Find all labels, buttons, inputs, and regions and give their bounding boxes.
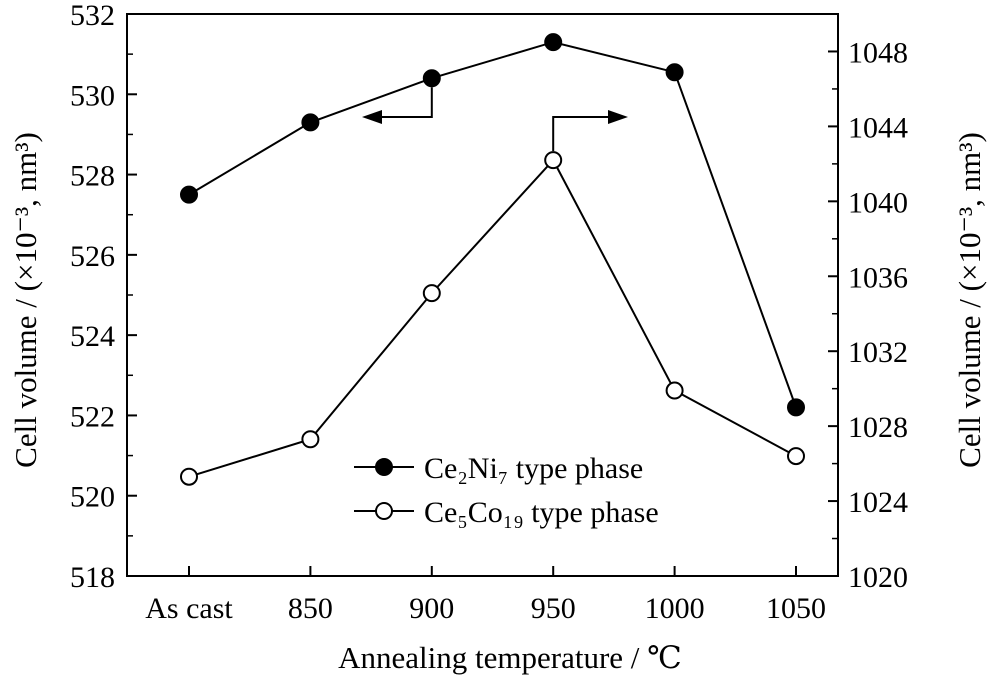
right-y-tick-label: 1032 <box>848 336 908 369</box>
left-axis-arrow-line <box>378 87 433 118</box>
data-point-series0-2 <box>422 69 441 88</box>
data-point-series1-4 <box>665 381 684 400</box>
left-y-tick-label: 532 <box>70 0 115 32</box>
legend: Ce₂Ni₇ type phase Ce₅Co₁₉ type phase <box>354 452 659 529</box>
right-y-tick-label: 1020 <box>848 561 908 594</box>
x-tick-label: 850 <box>288 592 333 625</box>
right-y-tick-label: 1024 <box>848 486 908 519</box>
right-y-tick-label: 1044 <box>848 111 908 144</box>
axis-arrows <box>362 87 628 152</box>
right-y-tick-label: 1040 <box>848 186 908 219</box>
data-point-series0-4 <box>665 63 684 82</box>
left-y-tick-label: 520 <box>70 481 115 514</box>
data-point-series1-0 <box>180 467 198 486</box>
x-tick-label: 1050 <box>766 592 826 625</box>
right-y-axis-label: Cell volume / (×10⁻³, nm³) <box>952 132 987 468</box>
data-point-series1-1 <box>301 430 320 449</box>
x-tick-label: As cast <box>145 592 233 625</box>
left-y-tick-label: 518 <box>70 561 115 594</box>
legend-item-ce2ni7: Ce₂Ni₇ type phase <box>354 452 643 485</box>
plot-border <box>126 13 839 577</box>
left-y-tick-label: 526 <box>70 240 115 273</box>
left-y-tick-label: 530 <box>70 79 115 112</box>
plot-frame <box>126 13 839 577</box>
legend-marker-ce2ni7 <box>375 458 393 476</box>
legend-label-ce5co19: Ce₅Co₁₉ type phase <box>424 496 659 529</box>
data-point-series1-5 <box>787 447 805 466</box>
data-point-series0-5 <box>787 398 805 417</box>
x-tick-label: 1000 <box>645 592 705 625</box>
x-axis: As cast 850 900 950 1000 1050 <box>145 566 826 625</box>
data-point-series1-2 <box>422 284 441 303</box>
legend-marker-ce5co19 <box>375 502 393 520</box>
x-tick-label: 900 <box>409 592 454 625</box>
legend-label-ce2ni7: Ce₂Ni₇ type phase <box>424 452 643 485</box>
data-point-series0-3 <box>544 33 563 52</box>
left-y-tick-label: 522 <box>70 400 115 433</box>
right-y-axis: 1020 1024 1028 1032 1036 1040 1044 1048 <box>828 36 908 594</box>
left-y-axis: 518 520 522 524 526 528 530 532 <box>70 0 137 594</box>
series-line-0 <box>188 41 797 408</box>
left-y-tick-label: 528 <box>70 160 115 193</box>
left-y-axis-label: Cell volume / (×10⁻³, nm³) <box>8 132 43 468</box>
data-point-series0-0 <box>180 185 198 204</box>
left-axis-arrowhead <box>362 110 382 124</box>
right-y-tick-label: 1036 <box>848 261 908 294</box>
right-y-tick-label: 1048 <box>848 36 908 69</box>
right-axis-arrow-line <box>552 116 612 152</box>
x-axis-label: Annealing temperature / ℃ <box>338 640 682 675</box>
legend-item-ce5co19: Ce₅Co₁₉ type phase <box>354 496 659 529</box>
data-point-series1-3 <box>544 151 563 170</box>
series-line-1 <box>188 158 797 478</box>
right-axis-arrowhead <box>608 110 628 124</box>
right-y-tick-label: 1028 <box>848 411 908 444</box>
x-tick-label: 950 <box>531 592 576 625</box>
series-layer <box>180 33 805 486</box>
left-y-tick-label: 524 <box>70 320 115 353</box>
data-point-series0-1 <box>301 113 320 132</box>
